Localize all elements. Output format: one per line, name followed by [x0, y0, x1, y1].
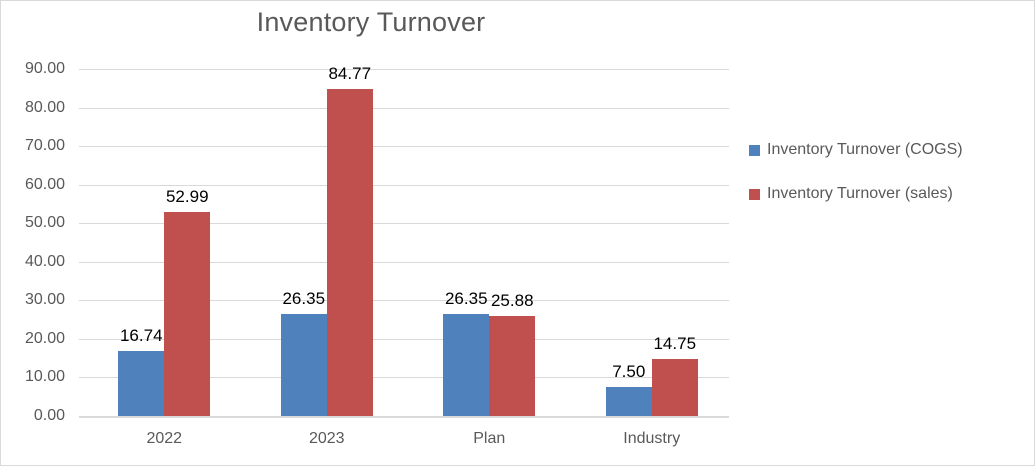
bar-series-1-2023	[326, 89, 373, 416]
bar-value-label: 84.77	[328, 64, 372, 84]
bar-value-label: 26.35	[444, 289, 488, 309]
legend: Inventory Turnover (COGS) Inventory Turno…	[749, 141, 963, 229]
gridline	[79, 338, 729, 340]
bar-series-0-Industry	[605, 387, 652, 416]
bar-series-0-Plan	[443, 314, 490, 416]
y-axis-tick-label: 0.00	[33, 407, 65, 424]
y-axis-tick-label: 70.00	[24, 137, 65, 155]
x-axis-line	[79, 416, 729, 418]
legend-item-1: Inventory Turnover (sales)	[749, 185, 963, 203]
legend-item-label: Inventory Turnover (sales)	[767, 185, 953, 202]
y-axis-tick-label: 20.00	[24, 329, 65, 347]
bar-value-label: 52.99	[165, 186, 209, 206]
gridline	[79, 107, 729, 109]
gridline	[79, 300, 729, 302]
y-axis-tick-label: 80.00	[24, 98, 65, 116]
gridline	[79, 184, 729, 186]
y-axis-tick-label: 40.00	[24, 252, 65, 270]
gridline	[79, 69, 729, 70]
bar-value-label: 16.74	[119, 326, 163, 346]
bar-series-0-2022	[118, 351, 165, 416]
y-axis-tick-label: 90.00	[24, 60, 65, 77]
bar-value-label: 26.35	[282, 289, 326, 309]
x-axis-category-label: Plan	[473, 430, 506, 447]
y-axis-tick-label: 50.00	[24, 214, 65, 232]
x-axis-category-label: 2023	[308, 430, 345, 447]
bar-series-1-2022	[164, 211, 211, 416]
bar-value-label: 25.88	[490, 291, 534, 311]
legend-item-0: Inventory Turnover (COGS)	[749, 141, 963, 159]
y-axis-tick-label: 10.00	[24, 368, 65, 386]
x-axis-category-label: Industry	[623, 430, 681, 447]
bar-series-0-2023	[280, 314, 327, 416]
gridline	[79, 377, 729, 379]
bar-value-label: 14.75	[653, 334, 697, 354]
legend-item-label: Inventory Turnover (COGS)	[767, 141, 963, 158]
x-axis-category-label: 2022	[146, 430, 183, 447]
gridline	[79, 146, 729, 148]
legend-swatch-icon	[749, 188, 760, 200]
y-axis-tick-label: 30.00	[24, 291, 65, 309]
y-axis-tick-label: 60.00	[24, 175, 65, 193]
gridline	[79, 223, 729, 225]
bar-series-1-Industry	[651, 359, 698, 416]
gridline	[79, 261, 729, 263]
bar-series-1-Plan	[489, 316, 536, 416]
bar-value-label: 7.50	[612, 362, 646, 382]
chart-title: Inventory Turnover	[256, 7, 486, 37]
legend-swatch-icon	[749, 144, 760, 156]
